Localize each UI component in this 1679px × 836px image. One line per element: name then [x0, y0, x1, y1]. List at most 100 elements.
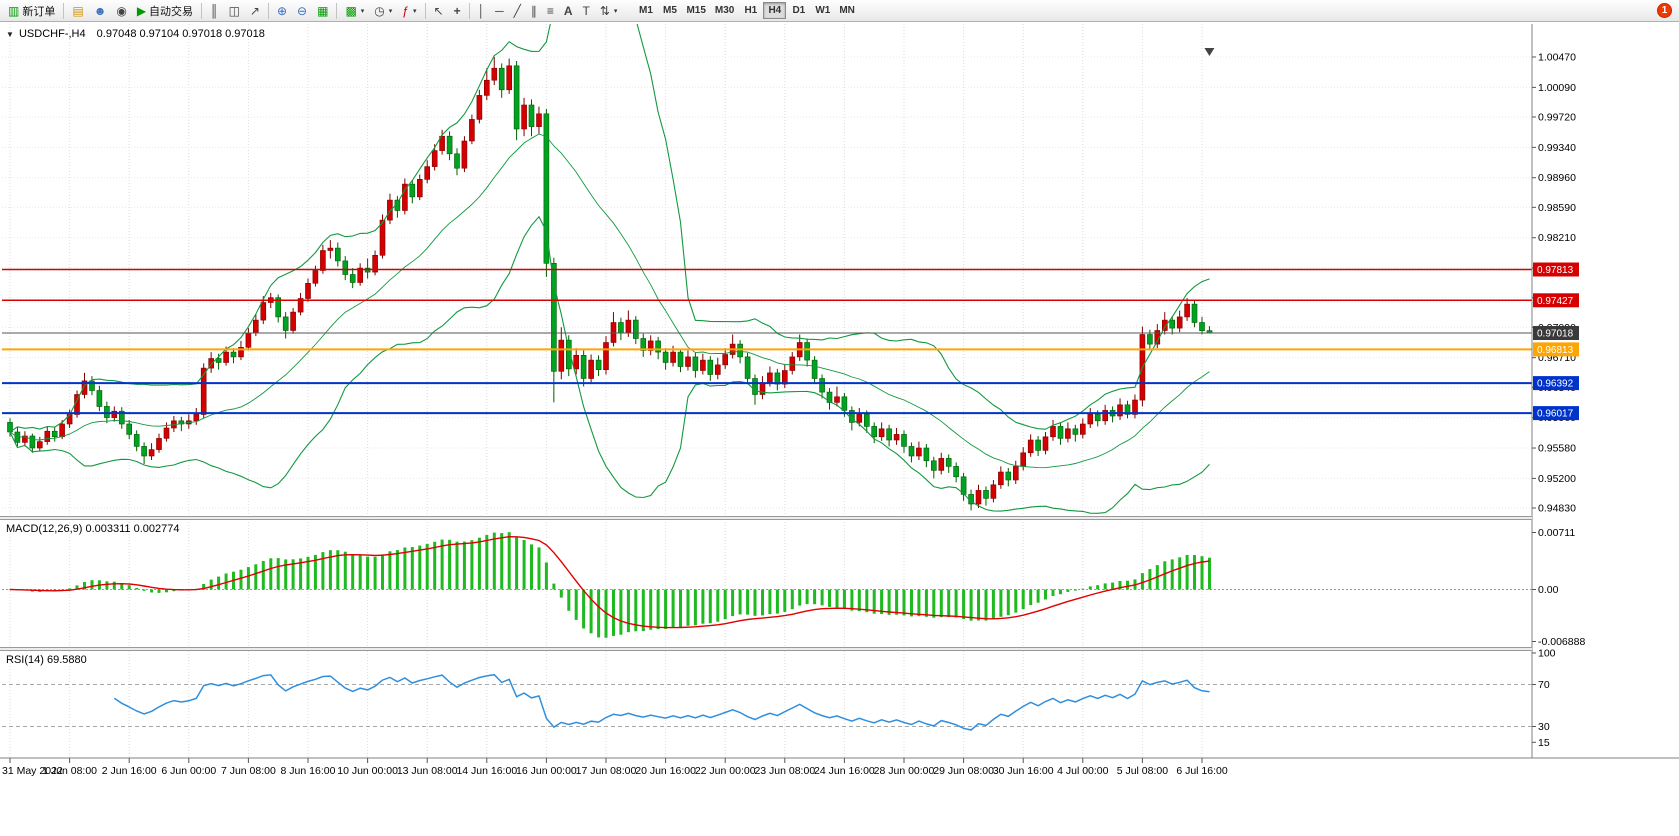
macd-histogram-bar	[485, 535, 489, 590]
candle	[223, 351, 229, 363]
candle	[305, 282, 311, 299]
candle	[111, 410, 118, 418]
macd-histogram-bar	[887, 589, 891, 615]
macd-histogram-bar	[1126, 580, 1129, 590]
rsi-pane-splitter[interactable]	[0, 647, 1532, 651]
candle	[543, 113, 550, 264]
horizontal-line-tool-button[interactable]: ─	[490, 1, 509, 20]
macd-histogram-bar	[381, 554, 384, 590]
candle	[141, 446, 147, 457]
chart-symbol-label: USDCHF-,H4	[18, 28, 86, 40]
macd-histogram-bar	[723, 589, 727, 620]
svg-text:0.97813: 0.97813	[1537, 265, 1574, 276]
macd-histogram-bar	[999, 589, 1003, 617]
macd-histogram-bar	[656, 589, 660, 629]
trendline-tool-button[interactable]: ╱	[509, 1, 526, 20]
macd-histogram-bar	[731, 589, 735, 617]
price-axis[interactable]	[1532, 22, 1679, 758]
chevron-down-icon: ▾	[613, 7, 618, 15]
zoom-in-button[interactable]: ⊕	[272, 1, 292, 20]
candle	[208, 358, 214, 369]
horizontal-line-objects	[2, 268, 1532, 415]
periods-button[interactable]: ◷ ▾	[369, 1, 397, 20]
timeframe-button-mn[interactable]: MN	[835, 2, 859, 19]
timeframe-button-m1[interactable]: M1	[634, 2, 657, 19]
bar-chart-type-button[interactable]: ║	[205, 1, 224, 20]
toolbar-separator	[468, 2, 470, 19]
candle	[819, 378, 825, 393]
timeframe-button-m30[interactable]: M30	[711, 2, 738, 19]
notification-badge[interactable]: 1	[1657, 3, 1672, 18]
chart-canvas[interactable]: 1.00470 1.00090 0.99720 0.99340 0.98960 0.985…	[0, 22, 1679, 836]
macd-histogram-bar	[1066, 589, 1070, 592]
macd-histogram-bar	[820, 589, 824, 606]
indicators-button[interactable]: ƒ ▾	[397, 1, 421, 20]
text-tool-button[interactable]: A	[559, 1, 578, 20]
candlestick-chart-type-button[interactable]: ◫	[224, 1, 245, 20]
macd-histogram-bar	[388, 551, 392, 590]
timeframe-button-m5[interactable]: M5	[658, 2, 681, 19]
macd-pane-splitter[interactable]	[0, 516, 1532, 520]
tile-windows-button[interactable]: ▦	[312, 1, 333, 20]
text-label-tool-button[interactable]: T	[578, 1, 595, 20]
macd-histogram-bar	[932, 589, 936, 618]
macd-histogram-bar	[306, 556, 310, 590]
timeframe-button-m15[interactable]: M15	[682, 2, 709, 19]
price-tick: 0.99340	[1538, 142, 1576, 154]
candle	[29, 435, 36, 449]
time-label: 1 Jun 08:00	[42, 765, 97, 777]
community-button[interactable]: ◉	[111, 1, 131, 20]
macd-histogram-bar	[738, 589, 742, 615]
time-axis[interactable]	[0, 758, 1679, 784]
candle	[506, 65, 513, 91]
channel-tool-button[interactable]: ∥	[526, 1, 542, 20]
candle	[603, 342, 609, 371]
line-chart-type-button[interactable]: ↗	[245, 1, 265, 20]
new-order-button[interactable]: ▥ 新订单	[3, 1, 60, 20]
zoom-out-button[interactable]: ⊖	[292, 1, 312, 20]
macd-histogram-bar	[276, 558, 280, 590]
crosshair-tool-button[interactable]: +	[449, 1, 466, 20]
folder-button[interactable]: ▤	[67, 1, 88, 20]
candle	[662, 351, 669, 363]
rsi-scale: 100 70 30 15	[1532, 648, 1556, 749]
macd-histogram-bar	[917, 589, 921, 617]
arrows-tool-button[interactable]: ⇅ ▾	[595, 1, 623, 20]
new-chart-button[interactable]: ▩ ▾	[340, 1, 369, 20]
candle	[1080, 423, 1086, 435]
timeframe-button-h4[interactable]: H4	[763, 2, 787, 19]
profile-icon: ☻	[93, 3, 107, 18]
macd-histogram-bar	[924, 589, 928, 617]
macd-histogram-bar	[217, 576, 221, 590]
macd-histogram-bar	[679, 589, 682, 628]
vertical-line-tool-button[interactable]: │	[473, 1, 491, 20]
candle	[1035, 439, 1041, 451]
macd-histogram-bar	[410, 547, 414, 590]
algo-trading-button[interactable]: ▶ 自动交易	[132, 1, 198, 20]
macd-histogram-bar	[1081, 588, 1085, 590]
one-click-collapse-icon[interactable]: ▼	[6, 30, 14, 39]
candle	[148, 449, 155, 457]
timeframe-button-w1[interactable]: W1	[811, 2, 834, 19]
macd-histogram-bar	[895, 589, 899, 615]
timeframe-button-h1[interactable]: H1	[739, 2, 762, 19]
macd-histogram-bar	[172, 589, 176, 592]
price-tick: 1.00090	[1538, 82, 1576, 94]
candle	[789, 356, 796, 371]
profile-button[interactable]: ☻	[89, 1, 112, 20]
chart-shift-marker[interactable]	[1204, 48, 1215, 56]
macd-histogram-bar	[395, 550, 399, 590]
candle	[618, 322, 624, 334]
cursor-icon: ↖	[433, 3, 444, 18]
chart-area[interactable]: ▼ USDCHF-,H4 0.97048 0.97104 0.97018 0.9…	[0, 22, 1679, 836]
toolbar-separator	[201, 2, 203, 19]
candle	[1005, 471, 1012, 481]
cursor-tool-button[interactable]: ↖	[429, 1, 449, 20]
macd-histogram-bar	[939, 589, 943, 618]
candle	[238, 346, 244, 358]
macd-histogram-bar	[1163, 561, 1167, 590]
macd-histogram-bar	[835, 589, 839, 608]
fibonacci-tool-button[interactable]: ≡	[542, 1, 559, 20]
timeframe-button-d1[interactable]: D1	[787, 2, 810, 19]
time-label: 23 Jun 08:00	[754, 765, 815, 777]
